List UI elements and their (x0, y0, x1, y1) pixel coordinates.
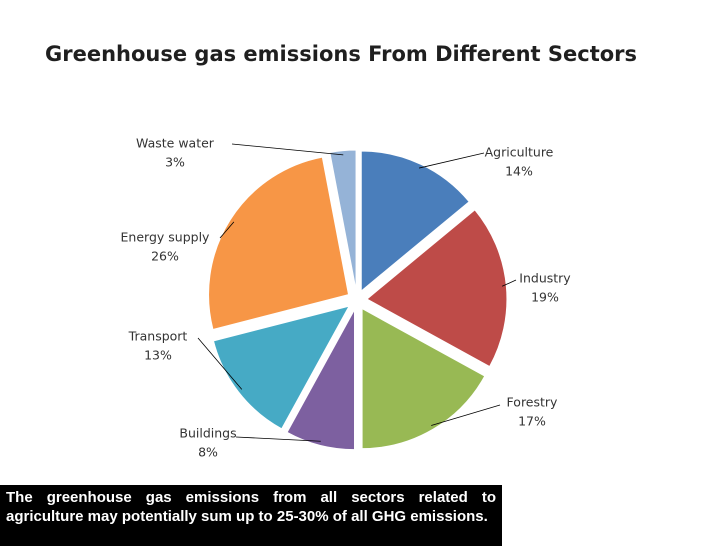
slice-label: Industry (519, 271, 571, 286)
pie-slice (329, 149, 357, 291)
leader-line (418, 152, 485, 169)
chart-title: Greenhouse gas emissions From Different … (45, 42, 637, 66)
slice-label: Transport (128, 329, 188, 344)
pie-slice (286, 309, 356, 451)
leader-line (501, 279, 517, 287)
leader-line (231, 143, 344, 156)
annotation: The greenhouse gas emissions from all se… (0, 485, 502, 546)
slice-label: Energy supply (121, 230, 211, 245)
slice-label: Agriculture (485, 145, 554, 160)
pie-slice (366, 209, 508, 368)
slice-label: Buildings (179, 426, 236, 441)
slice-value-label: 13% (144, 348, 172, 363)
leader-line (235, 436, 321, 442)
pie-slice (360, 150, 470, 293)
pie-slice (208, 156, 350, 331)
slice-label: Waste water (136, 136, 215, 151)
slice-value-label: 17% (518, 414, 546, 429)
slice-label: Forestry (507, 395, 558, 410)
leader-line (431, 404, 501, 426)
pie-slice (361, 307, 486, 450)
leader-line (219, 221, 235, 239)
slice-value-label: 19% (531, 290, 559, 305)
leader-line (197, 337, 243, 390)
slice-value-label: 3% (165, 155, 185, 170)
pie-slice (212, 305, 351, 430)
slice-value-label: 8% (198, 445, 218, 460)
slice-value-label: 26% (151, 249, 179, 264)
slice-value-label: 14% (505, 164, 533, 179)
